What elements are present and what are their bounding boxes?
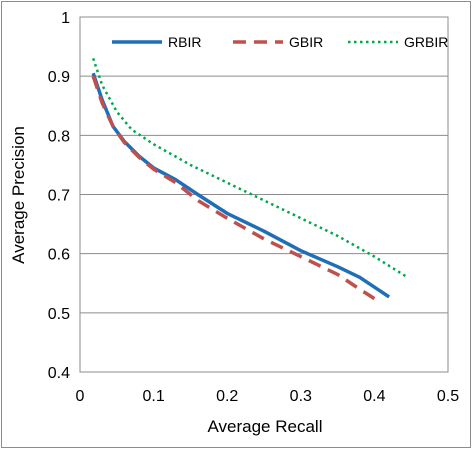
x-axis-title: Average Recall bbox=[208, 417, 323, 436]
series-layer bbox=[91, 58, 409, 303]
y-axis-title: Average Precision bbox=[9, 126, 28, 264]
legend: RBIR GBIR GRBIR bbox=[112, 34, 448, 50]
series-line-rbir bbox=[91, 72, 391, 299]
plot-border bbox=[79, 16, 449, 373]
y-tick-label: 0.7 bbox=[48, 188, 70, 205]
y-tick-label: 1 bbox=[61, 10, 70, 27]
x-tick-label: 0 bbox=[76, 388, 85, 405]
x-tick-label: 0.1 bbox=[142, 388, 164, 405]
gridlines bbox=[80, 16, 448, 373]
series-line-gbir bbox=[91, 75, 380, 303]
y-tick-label: 0.6 bbox=[48, 247, 70, 264]
x-axis-ticks: 0 0.1 0.2 0.3 0.4 0.5 bbox=[76, 388, 460, 405]
x-tick-label: 0.5 bbox=[437, 388, 459, 405]
x-tick-label: 0.4 bbox=[363, 388, 385, 405]
plot-area bbox=[79, 16, 449, 373]
y-axis-ticks: 0.4 0.5 0.6 0.7 0.8 0.9 1 bbox=[48, 10, 70, 382]
y-tick-label: 0.5 bbox=[48, 306, 70, 323]
series-line-grbir bbox=[92, 58, 409, 279]
x-tick-label: 0.3 bbox=[290, 388, 312, 405]
y-tick-label: 0.8 bbox=[48, 128, 70, 145]
legend-label-rbir: RBIR bbox=[168, 34, 201, 50]
legend-label-gbir: GBIR bbox=[289, 34, 323, 50]
y-tick-label: 0.4 bbox=[48, 365, 70, 382]
x-tick-label: 0.2 bbox=[216, 388, 238, 405]
y-tick-label: 0.9 bbox=[48, 69, 70, 86]
legend-label-grbir: GRBIR bbox=[404, 34, 448, 50]
